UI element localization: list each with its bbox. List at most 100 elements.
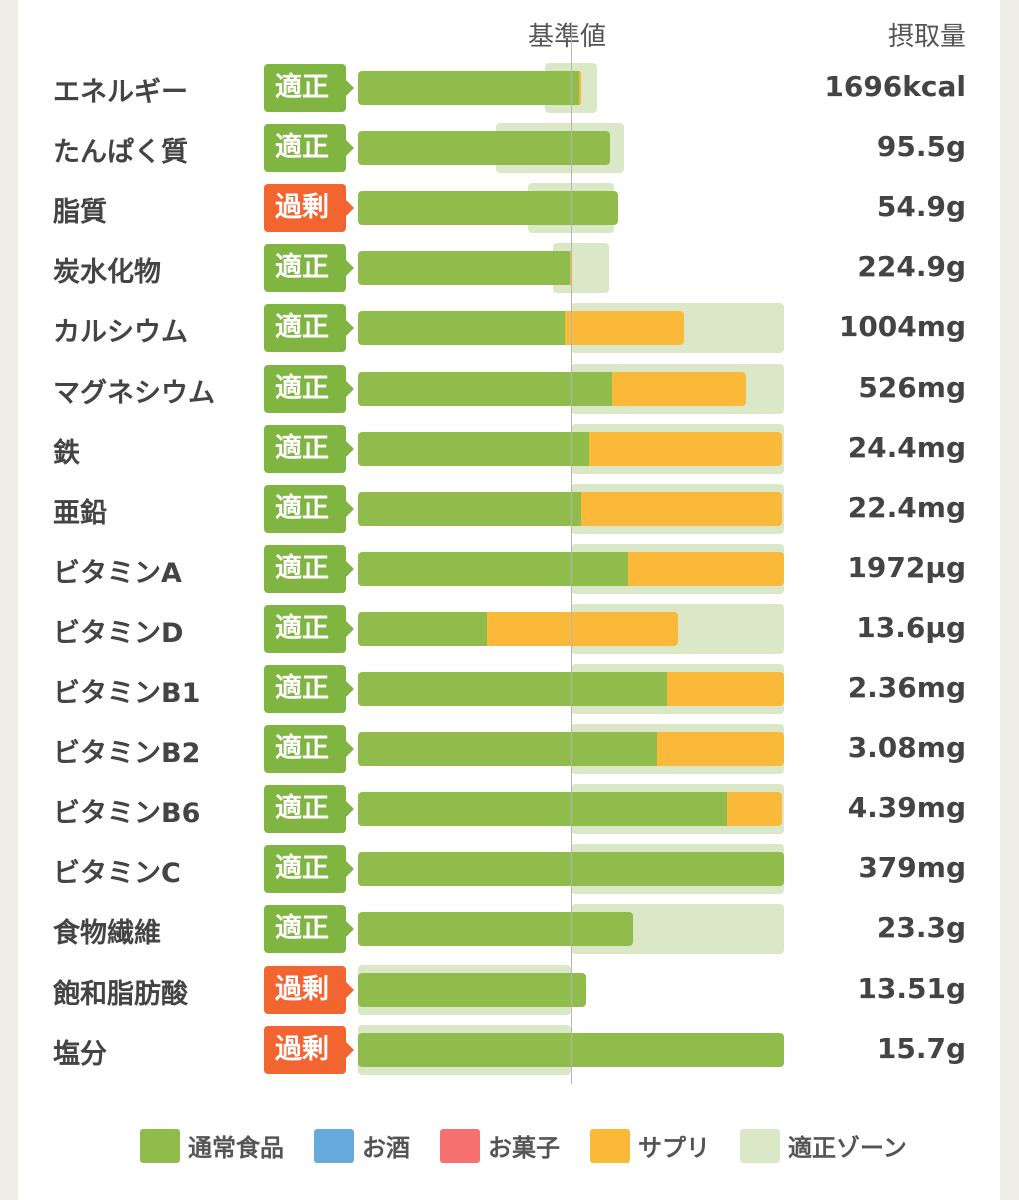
food-bar [358, 611, 488, 646]
status-badge: 過剰 [264, 184, 354, 233]
nutrient-name: 塩分 [53, 1038, 107, 1070]
status-badge: 適正 [264, 64, 354, 112]
legend-item: 通常食品 [140, 1128, 284, 1163]
intake-value: 54.9g [876, 190, 966, 224]
intake-value: 3.08mg [847, 731, 966, 765]
nutrient-name: マグネシウム [53, 377, 215, 409]
supplement-bar [487, 611, 678, 646]
intake-value: 526mg [858, 370, 966, 404]
food-bar [358, 71, 580, 105]
status-badge: 適正 [264, 905, 354, 954]
status-badge: 適正 [264, 364, 354, 413]
legend-item: サプリ [590, 1128, 710, 1163]
reference-line [571, 22, 572, 1084]
nutrient-name: 炭水化物 [53, 257, 161, 289]
nutrient-row[interactable]: ビタミンA 適正 1972µg [0, 539, 1019, 599]
nutrient-row[interactable]: 亜鉛 適正 22.4mg [0, 479, 1019, 539]
intake-value: 15.7g [876, 1031, 966, 1065]
status-badge: 適正 [264, 424, 354, 473]
status-badge: 過剰 [264, 965, 354, 1014]
intake-value: 224.9g [857, 250, 966, 284]
supplement-bar [726, 792, 782, 827]
food-bar [358, 491, 581, 526]
intake-value: 379mg [858, 851, 966, 885]
legend: 通常食品 お酒 お菓子 サプリ 適正ゾーン [140, 1128, 937, 1163]
supplement-bar [611, 371, 747, 406]
legend-item: 適正ゾーン [740, 1128, 907, 1163]
nutrient-row[interactable]: ビタミンD 適正 13.6µg [0, 599, 1019, 659]
nutrient-row[interactable]: エネルギー 適正 1696kcal [0, 58, 1019, 118]
food-bar [358, 551, 629, 586]
nutrient-row[interactable]: ビタミンB2 適正 3.08mg [0, 719, 1019, 779]
food-bar [358, 251, 570, 286]
status-badge: 適正 [264, 244, 354, 293]
nutrient-name: ビタミンC [53, 858, 181, 890]
nutrient-name: 脂質 [53, 197, 107, 229]
food-bar [358, 672, 667, 706]
nutrient-name: 亜鉛 [53, 497, 107, 529]
intake-value: 1972µg [847, 550, 966, 584]
nutrient-row[interactable]: 脂質 過剰 54.9g [0, 178, 1019, 238]
intake-value: 95.5g [876, 130, 966, 164]
legend-label: 通常食品 [188, 1134, 284, 1162]
nutrient-name: ビタミンB1 [53, 678, 201, 709]
legend-swatch [740, 1128, 780, 1163]
intake-value: 24.4mg [847, 430, 966, 464]
nutrient-row[interactable]: マグネシウム 適正 526mg [0, 359, 1019, 419]
food-bar [358, 792, 727, 827]
intake-value: 13.51g [857, 971, 966, 1005]
food-bar [358, 732, 658, 767]
nutrient-row[interactable]: ビタミンB6 適正 4.39mg [0, 779, 1019, 839]
legend-item: お酒 [314, 1128, 410, 1163]
status-badge: 適正 [264, 845, 354, 894]
supplement-bar [666, 672, 784, 706]
nutrient-name: ビタミンD [53, 617, 184, 649]
nutrient-row[interactable]: 塩分 過剰 15.7g [0, 1020, 1019, 1080]
legend-swatch [590, 1128, 630, 1163]
legend-label: お酒 [362, 1134, 410, 1162]
food-bar [358, 371, 612, 406]
nutrient-row[interactable]: 鉄 適正 24.4mg [0, 419, 1019, 479]
legend-label: お菓子 [488, 1134, 560, 1162]
nutrient-row[interactable]: 炭水化物 適正 224.9g [0, 238, 1019, 298]
intake-header: 摂取量 [887, 22, 966, 52]
status-badge: 適正 [264, 484, 354, 533]
legend-swatch [140, 1128, 180, 1163]
nutrient-name: たんぱく質 [53, 137, 188, 169]
nutrient-row[interactable]: 食物繊維 適正 23.3g [0, 899, 1019, 959]
nutrient-name: カルシウム [53, 317, 188, 349]
nutrient-row[interactable]: 飽和脂肪酸 過剰 13.51g [0, 960, 1019, 1020]
legend-item: お菓子 [440, 1128, 560, 1163]
legend-label: サプリ [638, 1134, 710, 1162]
reference-header: 基準値 [528, 22, 607, 52]
food-bar [358, 191, 618, 226]
intake-value: 2.36mg [847, 671, 966, 704]
supplement-bar [628, 551, 784, 586]
intake-value: 13.6µg [856, 610, 966, 644]
nutrient-row[interactable]: ビタミンC 適正 379mg [0, 839, 1019, 899]
status-badge: 適正 [264, 665, 354, 713]
nutrient-name: 飽和脂肪酸 [53, 978, 188, 1010]
status-badge: 適正 [264, 124, 354, 173]
status-badge: 適正 [264, 544, 354, 593]
food-bar [358, 431, 590, 466]
intake-value: 23.3g [876, 911, 966, 945]
supplement-bar [579, 71, 581, 105]
nutrient-name: エネルギー [53, 77, 188, 108]
nutrient-row[interactable]: たんぱく質 適正 95.5g [0, 118, 1019, 178]
intake-value: 22.4mg [847, 490, 966, 524]
status-badge: 適正 [264, 785, 354, 834]
intake-value: 1004mg [838, 310, 966, 344]
nutrient-row[interactable]: カルシウム 適正 1004mg [0, 298, 1019, 358]
nutrient-name: ビタミンB2 [53, 738, 201, 770]
supplement-bar [581, 491, 782, 526]
status-badge: 適正 [264, 304, 354, 353]
food-bar [358, 912, 633, 947]
legend-swatch [440, 1128, 480, 1163]
legend-label: 適正ゾーン [788, 1134, 907, 1162]
food-bar [358, 131, 610, 166]
status-badge: 適正 [264, 604, 354, 653]
nutrient-row[interactable]: ビタミンB1 適正 2.36mg [0, 659, 1019, 719]
supplement-bar [657, 732, 784, 767]
legend-swatch [314, 1128, 354, 1163]
